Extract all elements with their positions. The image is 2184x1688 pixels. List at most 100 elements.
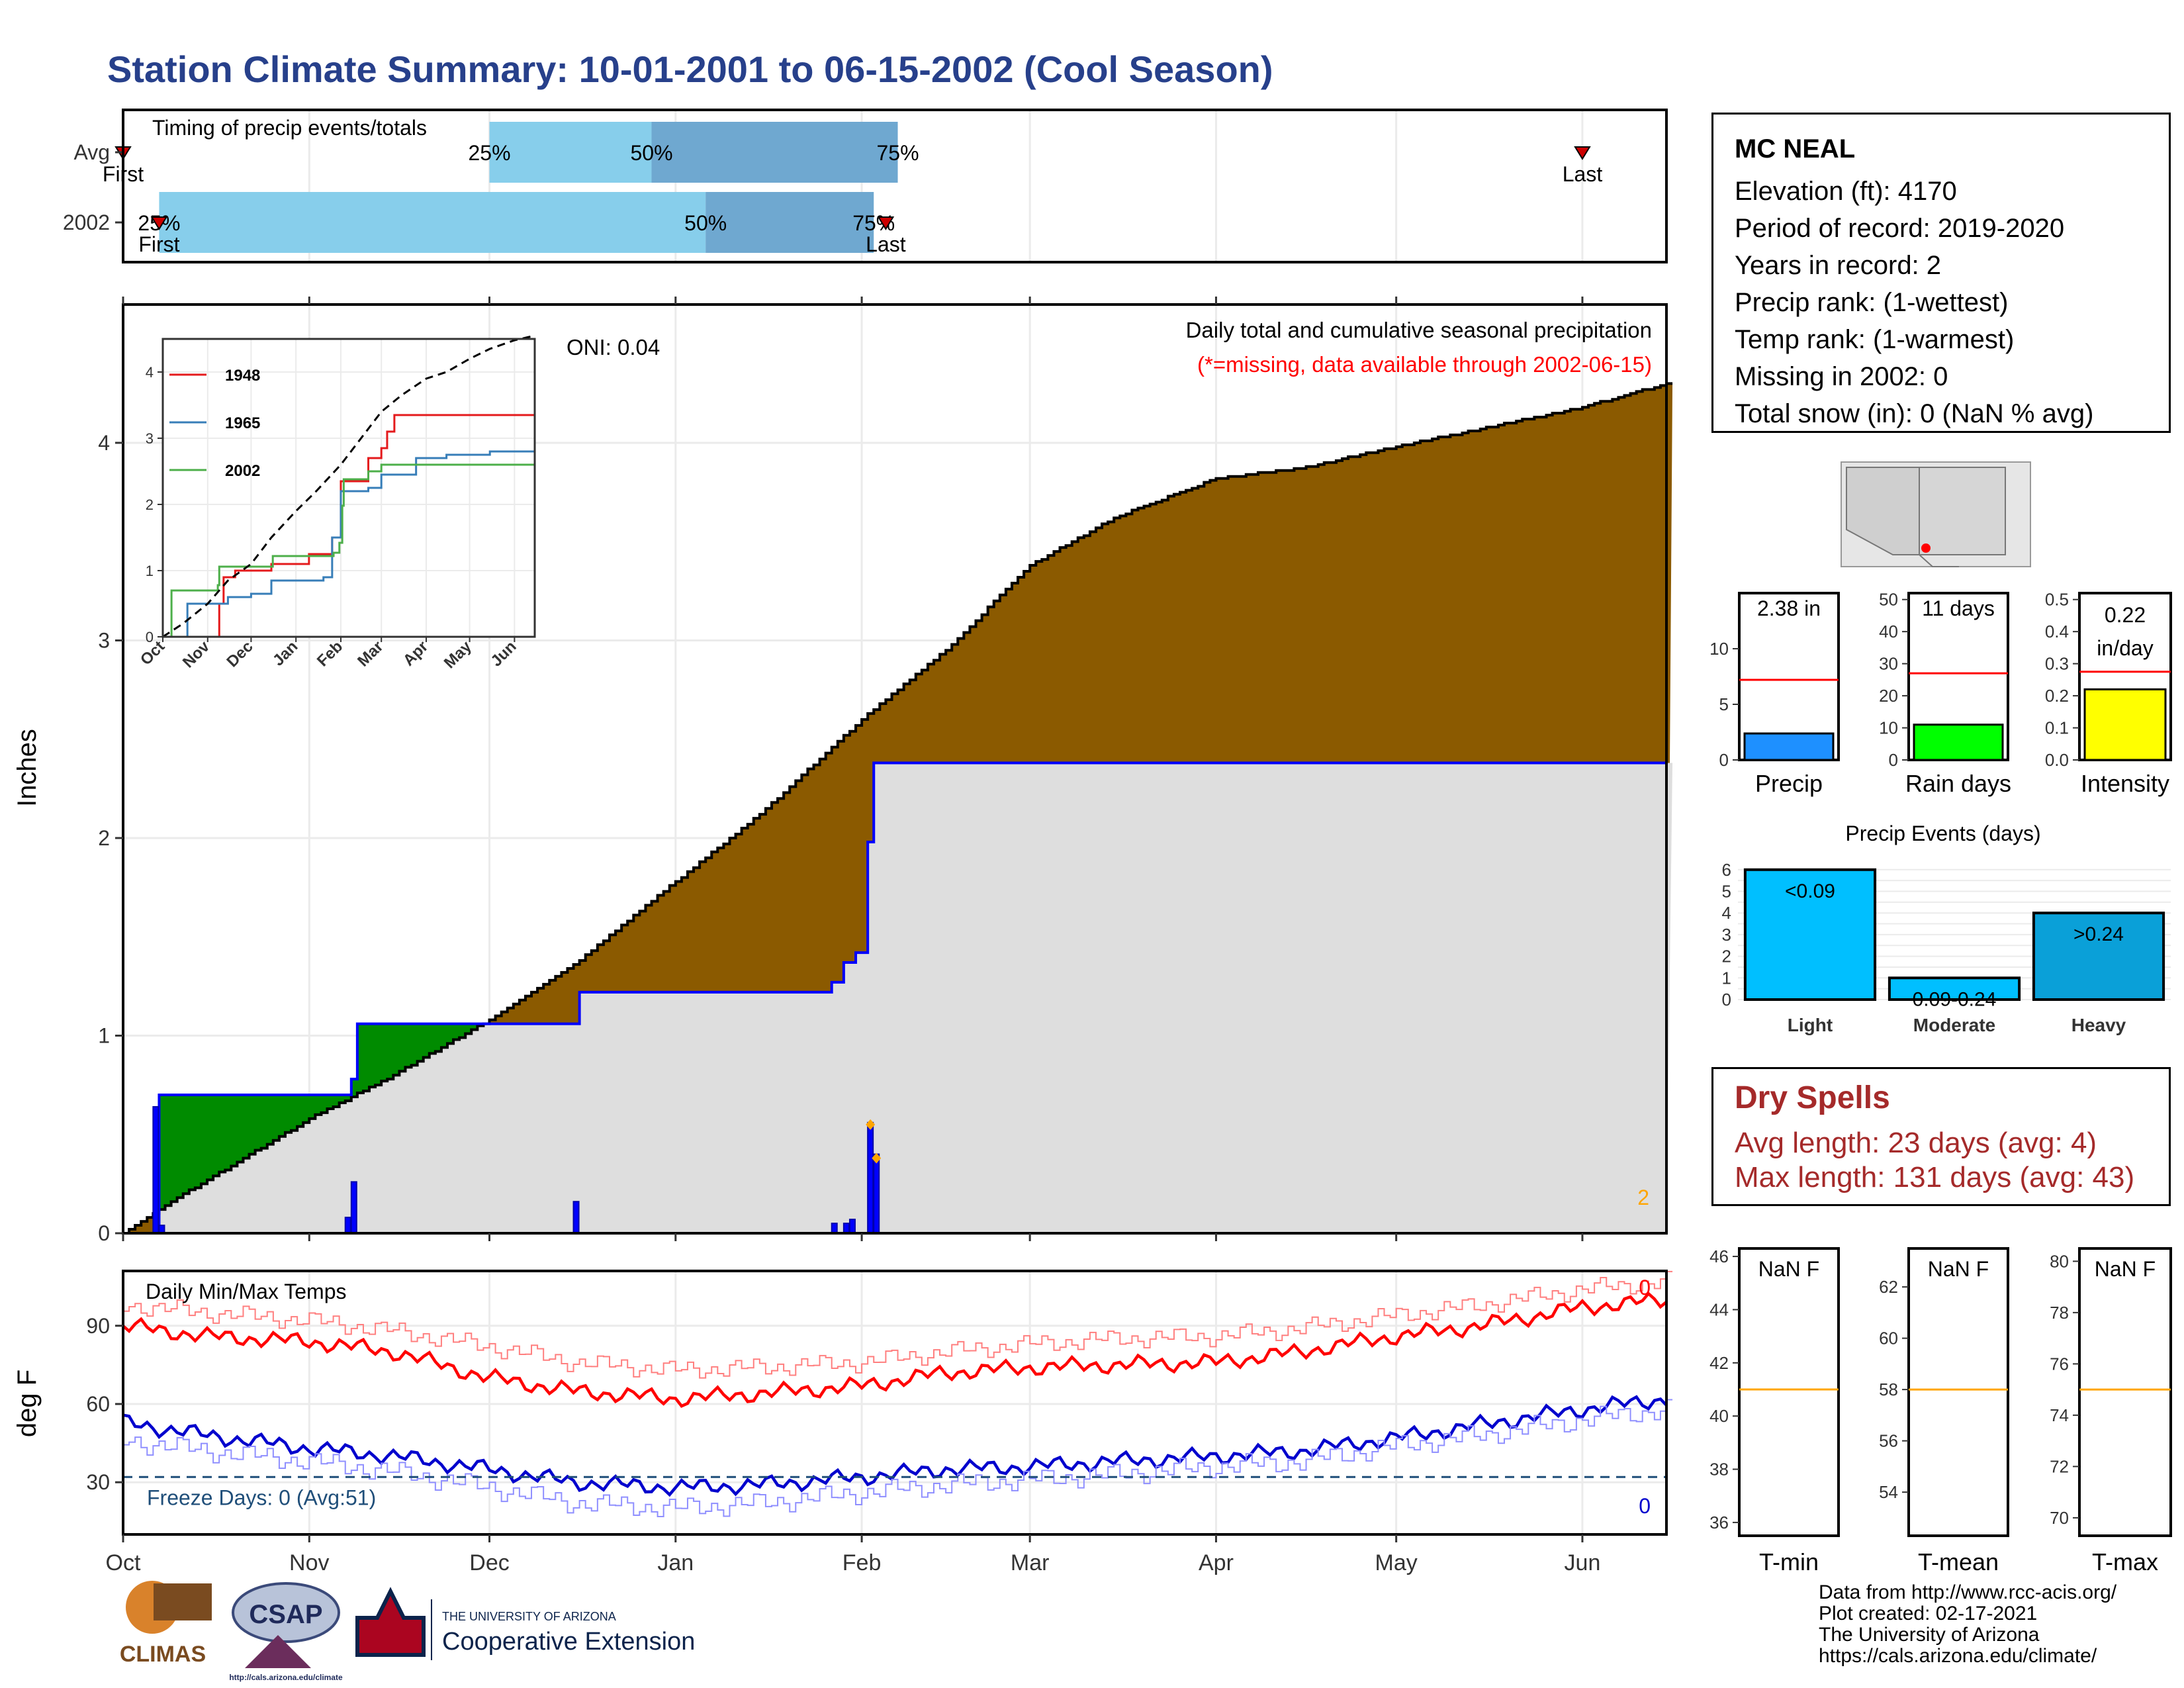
station-years: Years in record: 2 xyxy=(1735,251,1942,280)
dry-spells-box: Dry Spells Avg length: 23 days (avg: 4) … xyxy=(1711,1067,2171,1206)
timing-bar-q25-q50 xyxy=(489,122,652,183)
station-info-box: MC NEAL Elevation (ft): 4170 Period of r… xyxy=(1711,113,2171,433)
temps-x-tick-label: May xyxy=(1375,1550,1418,1575)
events-y-tick-label: 0 xyxy=(1722,990,1731,1009)
tmax_bar-y-tick-label: 76 xyxy=(2050,1354,2069,1374)
temps-y-axis-label: deg F xyxy=(13,1370,42,1437)
footer-url: https://cals.arizona.edu/climate/ xyxy=(1819,1645,2097,1667)
csap-logo-cloud xyxy=(232,1582,340,1643)
intensity_bar-value-label: 0.22 xyxy=(2105,603,2146,627)
station-period: Period of record: 2019-2020 xyxy=(1735,214,2065,243)
intensity_bar-category-label: Intensity xyxy=(2081,770,2169,797)
timing-row-label: 2002 xyxy=(63,211,110,234)
avg-cumulative-line xyxy=(123,382,1673,1235)
temps-x-tick-label: Feb xyxy=(842,1550,882,1575)
precip-y-tick-label: 3 xyxy=(98,628,110,652)
events-y-tick-label: 5 xyxy=(1722,882,1731,902)
inset-legend-label: 1965 xyxy=(225,414,260,432)
tmin_bar-y-tick-label: 44 xyxy=(1709,1299,1729,1319)
temps-y-tick-label: 30 xyxy=(86,1470,110,1494)
daily-precip-bar xyxy=(848,1219,856,1234)
precip-panel: 0 1 2 3 4 Inches Daily total and cumulative se… xyxy=(13,297,1673,1245)
tmean_bar-y-tick-label: 54 xyxy=(1879,1482,1898,1502)
daily-avg-marker xyxy=(872,1152,882,1164)
inset-y-tick-label: 3 xyxy=(146,430,154,447)
daily-avg-marker xyxy=(866,1119,876,1130)
station-missing: Missing in 2002: 0 xyxy=(1735,362,1948,391)
events-category-label: Heavy xyxy=(2071,1015,2126,1035)
temps-x-tick-label: Dec xyxy=(469,1550,509,1575)
page-title: Station Climate Summary: 10-01-2001 to 0… xyxy=(107,48,1273,90)
events-value-label: <0.09 xyxy=(1785,880,1835,902)
precip-corner-count: 2 xyxy=(1637,1186,1649,1209)
intensity_bar-y-tick-label: 0.2 xyxy=(2045,686,2069,706)
timing-row-label: Avg xyxy=(73,140,110,164)
events-bar-heavy xyxy=(2032,912,2165,1001)
location-map xyxy=(1841,461,2031,567)
dry-spells-max: Max length: 131 days (avg: 43) xyxy=(1735,1161,2135,1194)
intensity_bar-y-tick-label: 0.5 xyxy=(2045,590,2069,610)
tmin_bar-value-label: NaN F xyxy=(1758,1257,1819,1281)
precip-subtitle: (*=missing, data available through 2002-… xyxy=(1197,352,1652,377)
tmean_bar-y-tick-label: 62 xyxy=(1879,1277,1898,1297)
timing-q25-label: 25% xyxy=(468,141,510,165)
timing-last-label: Last xyxy=(1563,162,1603,186)
tmean_bar-y-tick-label: 60 xyxy=(1879,1329,1898,1348)
temps-bg xyxy=(123,1271,1666,1534)
footer-university: The University of Arizona xyxy=(1819,1624,2040,1646)
temps-x-tick-label: Oct xyxy=(106,1550,141,1575)
tmax_bar-category-label: T-max xyxy=(2092,1548,2158,1575)
summary-bars: 0 5 10 2.38 in Precip 0 10 20 30 40 50 11 days Rain … xyxy=(1709,590,2172,797)
inset-avg-line xyxy=(162,334,535,638)
timing-bar-q25-q50 xyxy=(159,192,706,253)
daily-precip-bar xyxy=(873,1153,880,1234)
inset-series-2002 xyxy=(163,463,535,638)
temps-x-tick-label: Jan xyxy=(657,1550,694,1575)
map-border-line xyxy=(1893,554,1959,567)
tmax_bar-y-tick-label: 78 xyxy=(2050,1303,2069,1323)
obs-cumulative-area xyxy=(123,763,1673,1233)
temps-x-tick-label: Nov xyxy=(289,1550,329,1575)
inset-y-tick-label: 0 xyxy=(146,629,154,645)
timing-frame xyxy=(122,109,1668,263)
footer-data-source: Data from http://www.rcc-acis.org/ xyxy=(1819,1581,2117,1603)
daily-precip-bar xyxy=(842,1223,850,1234)
events-y-tick-label: 1 xyxy=(1722,968,1731,988)
raindays_bar-y-tick-label: 20 xyxy=(1879,686,1898,706)
tmin_bar-y-tick-label: 40 xyxy=(1709,1406,1729,1426)
station-elevation: Elevation (ft): 4170 xyxy=(1735,177,1957,206)
climas-logo-block xyxy=(154,1583,212,1620)
events-y-tick-label: 3 xyxy=(1722,925,1731,945)
temps-x-tick-label: Mar xyxy=(1011,1550,1050,1575)
precip-y-tick-label: 0 xyxy=(98,1221,110,1245)
events-title: Precip Events (days) xyxy=(1845,821,2040,845)
obs-cumulative-line xyxy=(123,761,1666,1235)
tmin_bar-frame xyxy=(1738,1247,1840,1537)
temps-y-tick-label: 90 xyxy=(86,1314,110,1338)
daily-precip-bar xyxy=(572,1201,580,1234)
tmax_bar-frame xyxy=(2078,1247,2172,1537)
intensity_bar-value-bar xyxy=(2083,688,2167,761)
inset-y-tick-label: 2 xyxy=(146,496,154,513)
csap-logo-text: CSAP xyxy=(249,1600,322,1629)
precip-y-tick-label: 1 xyxy=(98,1023,110,1047)
freeze-days-label: Freeze Days: 0 (Avg:51) xyxy=(147,1485,376,1509)
timing-q75-label: 75% xyxy=(877,141,919,165)
daily-precip-bar xyxy=(152,1105,159,1235)
precip_bar-y-tick-label: 5 xyxy=(1719,694,1729,714)
timing-panel: 25%50%75%FirstLastAvg25%50%75%FirstLast2… xyxy=(63,109,1668,263)
tmean_bar-y-tick-label: 56 xyxy=(1879,1431,1898,1451)
timing-q50-label: 50% xyxy=(684,211,727,235)
timing-last-marker xyxy=(877,216,895,230)
raindays_bar-y-tick-label: 0 xyxy=(1889,750,1898,770)
raindays_bar-y-tick-label: 40 xyxy=(1879,622,1898,641)
daily-precip-bar xyxy=(867,1121,874,1234)
events-value-label: >0.24 xyxy=(2073,923,2124,945)
station-name: MC NEAL xyxy=(1735,134,1856,164)
precip_bar-frame xyxy=(1738,592,1840,761)
tmin_bar-y-tick-label: 36 xyxy=(1709,1513,1729,1532)
events-y-tick-label: 4 xyxy=(1722,903,1731,923)
intensity_bar-y-tick-label: 0.3 xyxy=(2045,654,2069,674)
temps-frame xyxy=(122,1270,1668,1536)
